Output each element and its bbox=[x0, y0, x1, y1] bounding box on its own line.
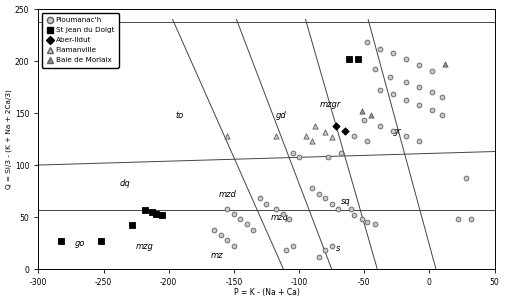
Point bbox=[315, 192, 323, 197]
Point bbox=[358, 217, 366, 221]
Point bbox=[331, 123, 339, 128]
Point bbox=[272, 134, 280, 138]
Point bbox=[389, 92, 397, 97]
Text: gr: gr bbox=[393, 127, 402, 136]
Point bbox=[324, 154, 332, 159]
Point bbox=[152, 211, 160, 216]
Text: mzd: mzd bbox=[218, 190, 236, 199]
Point bbox=[376, 123, 384, 128]
Point bbox=[428, 108, 436, 112]
Point bbox=[441, 62, 449, 67]
Y-axis label: Q = Si/3 - (K + Na + 2Ca/3): Q = Si/3 - (K + Na + 2Ca/3) bbox=[6, 89, 12, 189]
Point bbox=[158, 212, 166, 217]
Point bbox=[402, 57, 410, 62]
Point bbox=[97, 238, 105, 243]
Point bbox=[236, 217, 244, 221]
Point bbox=[210, 227, 218, 232]
Point bbox=[438, 95, 446, 100]
Point bbox=[295, 154, 303, 159]
Point bbox=[301, 134, 310, 138]
Text: go: go bbox=[75, 238, 85, 248]
Point bbox=[415, 102, 423, 107]
Point bbox=[321, 129, 329, 134]
Point bbox=[288, 150, 296, 155]
Point bbox=[367, 113, 375, 118]
Point bbox=[344, 57, 352, 62]
Point bbox=[311, 123, 319, 128]
Point bbox=[354, 57, 362, 62]
Text: mzgr: mzgr bbox=[320, 100, 341, 109]
Point bbox=[347, 206, 355, 211]
Point bbox=[230, 244, 238, 248]
Point bbox=[386, 74, 394, 79]
Point bbox=[415, 85, 423, 89]
Point bbox=[371, 67, 379, 72]
Point bbox=[376, 88, 384, 93]
Point bbox=[141, 207, 149, 212]
Point bbox=[389, 128, 397, 133]
Point bbox=[223, 206, 231, 211]
Point bbox=[358, 108, 366, 113]
Point bbox=[402, 79, 410, 84]
Point bbox=[438, 113, 446, 118]
Point bbox=[350, 212, 358, 217]
Text: sq: sq bbox=[341, 197, 350, 206]
Point bbox=[321, 196, 329, 201]
Text: mz: mz bbox=[211, 251, 223, 260]
Point bbox=[285, 217, 293, 221]
Point bbox=[371, 222, 379, 227]
Point bbox=[230, 211, 238, 216]
Point bbox=[360, 118, 368, 123]
Point bbox=[263, 201, 271, 206]
Point bbox=[288, 244, 296, 248]
Point bbox=[454, 217, 462, 221]
Point bbox=[402, 97, 410, 102]
Point bbox=[128, 223, 136, 228]
Point bbox=[256, 196, 264, 201]
Point bbox=[223, 134, 231, 138]
Point bbox=[315, 254, 323, 259]
Point bbox=[308, 139, 316, 144]
X-axis label: P = K - (Na + Ca): P = K - (Na + Ca) bbox=[233, 288, 299, 298]
Point bbox=[334, 206, 342, 211]
Point bbox=[249, 227, 258, 232]
Point bbox=[415, 139, 423, 144]
Point bbox=[428, 69, 436, 74]
Point bbox=[57, 238, 65, 243]
Point bbox=[376, 46, 384, 51]
Point bbox=[223, 238, 231, 242]
Point bbox=[363, 40, 371, 45]
Point bbox=[341, 128, 349, 133]
Legend: Ploumanac'h, St Jean du Doigt, Aber-Ildut, Flamanville, Baie de Morlaix: Ploumanac'h, St Jean du Doigt, Aber-Ildu… bbox=[42, 13, 119, 68]
Text: mzq: mzq bbox=[270, 212, 288, 221]
Point bbox=[402, 134, 410, 138]
Point bbox=[282, 248, 290, 253]
Point bbox=[328, 201, 336, 206]
Point bbox=[217, 232, 225, 237]
Point bbox=[462, 175, 470, 180]
Text: dq: dq bbox=[119, 179, 130, 188]
Point bbox=[279, 211, 287, 216]
Point bbox=[328, 135, 336, 139]
Point bbox=[350, 134, 358, 138]
Point bbox=[363, 139, 371, 144]
Point bbox=[243, 222, 251, 227]
Point bbox=[467, 217, 475, 221]
Point bbox=[321, 248, 329, 253]
Point bbox=[308, 185, 316, 190]
Point bbox=[363, 220, 371, 225]
Point bbox=[337, 150, 345, 155]
Point bbox=[428, 90, 436, 95]
Text: gd: gd bbox=[276, 111, 286, 120]
Point bbox=[389, 50, 397, 55]
Text: mzg: mzg bbox=[136, 242, 154, 251]
Text: to: to bbox=[175, 111, 184, 120]
Point bbox=[415, 63, 423, 68]
Point bbox=[272, 206, 280, 211]
Text: s: s bbox=[335, 244, 340, 253]
Point bbox=[328, 244, 336, 248]
Point bbox=[148, 209, 156, 214]
